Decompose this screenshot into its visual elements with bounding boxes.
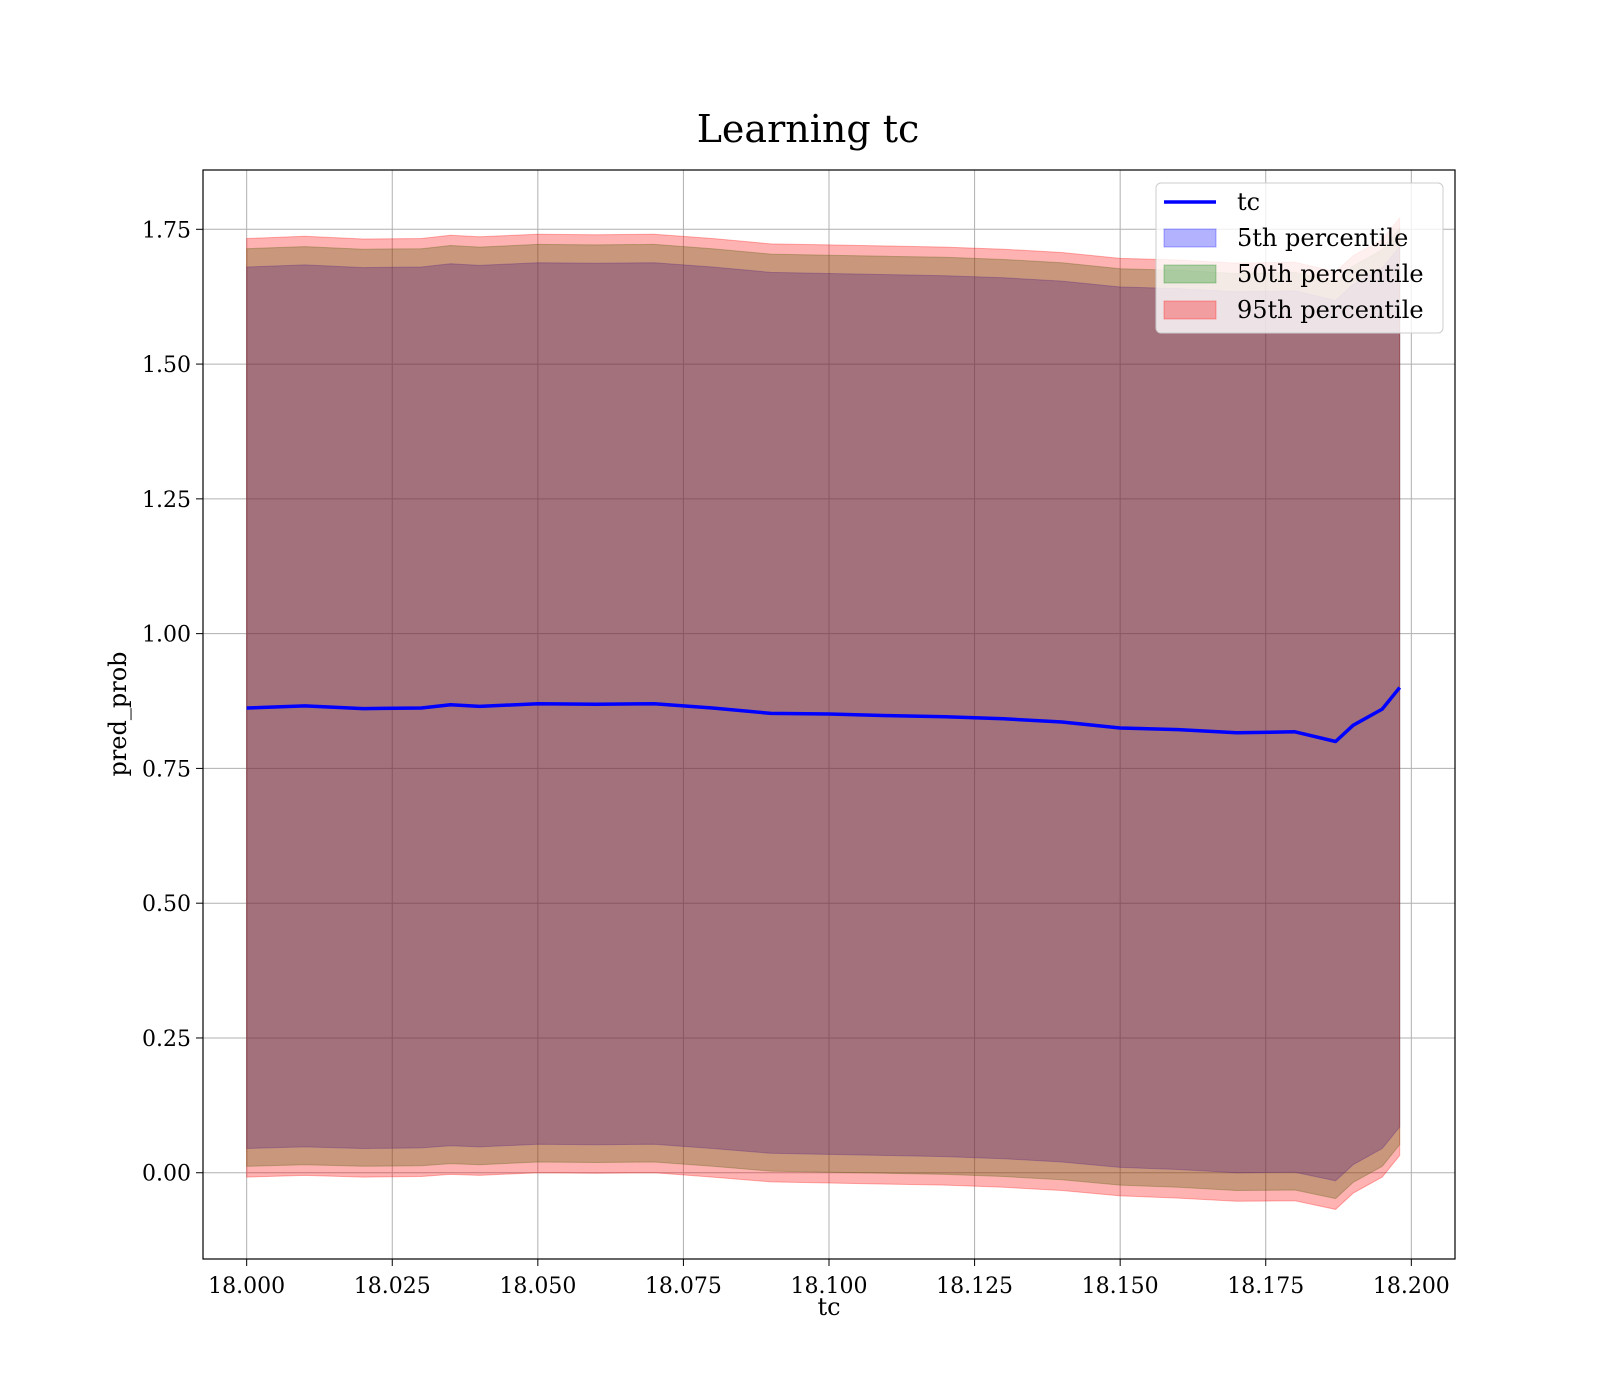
y-axis-ticks: 0.00 0.25 0.50 0.75 1.00 1.25 1.50 1.75 bbox=[142, 218, 203, 1187]
y-tick-label: 1.50 bbox=[142, 353, 191, 378]
y-tick-label: 0.25 bbox=[142, 1027, 191, 1052]
legend-box bbox=[1155, 182, 1444, 334]
legend-swatch-95th-percentile bbox=[1163, 300, 1217, 320]
y-tick-label: 1.25 bbox=[142, 488, 191, 513]
y-tick-label: 0.75 bbox=[142, 757, 191, 782]
y-tick-label: 0.50 bbox=[142, 892, 191, 917]
legend-item-50th-percentile: 50th percentile bbox=[1163, 260, 1424, 288]
legend-label-50th-percentile: 50th percentile bbox=[1237, 260, 1424, 288]
y-tick-label: 1.00 bbox=[142, 623, 191, 648]
y-tick-label: 1.75 bbox=[142, 218, 191, 243]
x-tick-label: 18.075 bbox=[645, 1274, 722, 1299]
y-axis-label: pred_prob bbox=[104, 651, 132, 776]
x-tick-label: 18.200 bbox=[1373, 1274, 1450, 1299]
x-axis-ticks: 18.000 18.025 18.050 18.075 18.100 18.125 18.1… bbox=[208, 1259, 1450, 1299]
grid-lines bbox=[203, 170, 1455, 1259]
legend: tc 5th percentile 50th percentile 95th p… bbox=[1155, 182, 1444, 334]
x-axis-label: tc bbox=[817, 1293, 840, 1321]
legend-swatch-50th-percentile bbox=[1163, 264, 1217, 284]
legend-label-5th-percentile: 5th percentile bbox=[1237, 224, 1408, 252]
x-tick-label: 18.050 bbox=[499, 1274, 576, 1299]
legend-item-tc: tc bbox=[1164, 188, 1260, 216]
x-tick-label: 18.025 bbox=[354, 1274, 431, 1299]
legend-label-95th-percentile: 95th percentile bbox=[1237, 296, 1424, 324]
line-tc bbox=[246, 686, 1402, 744]
x-tick-label: 18.000 bbox=[208, 1274, 285, 1299]
chart-title: Learning tc bbox=[697, 107, 920, 151]
legend-item-5th-percentile: 5th percentile bbox=[1163, 224, 1408, 252]
x-tick-label: 18.175 bbox=[1227, 1274, 1304, 1299]
x-tick-label: 18.150 bbox=[1082, 1274, 1159, 1299]
x-tick-label: 18.125 bbox=[936, 1274, 1013, 1299]
series-lines bbox=[246, 686, 1402, 744]
legend-swatch-5th-percentile bbox=[1163, 228, 1217, 248]
legend-label-tc: tc bbox=[1237, 188, 1260, 216]
legend-item-95th-percentile: 95th percentile bbox=[1163, 296, 1424, 324]
x-tick-label: 18.100 bbox=[791, 1274, 868, 1299]
y-tick-label: 0.00 bbox=[142, 1162, 191, 1187]
